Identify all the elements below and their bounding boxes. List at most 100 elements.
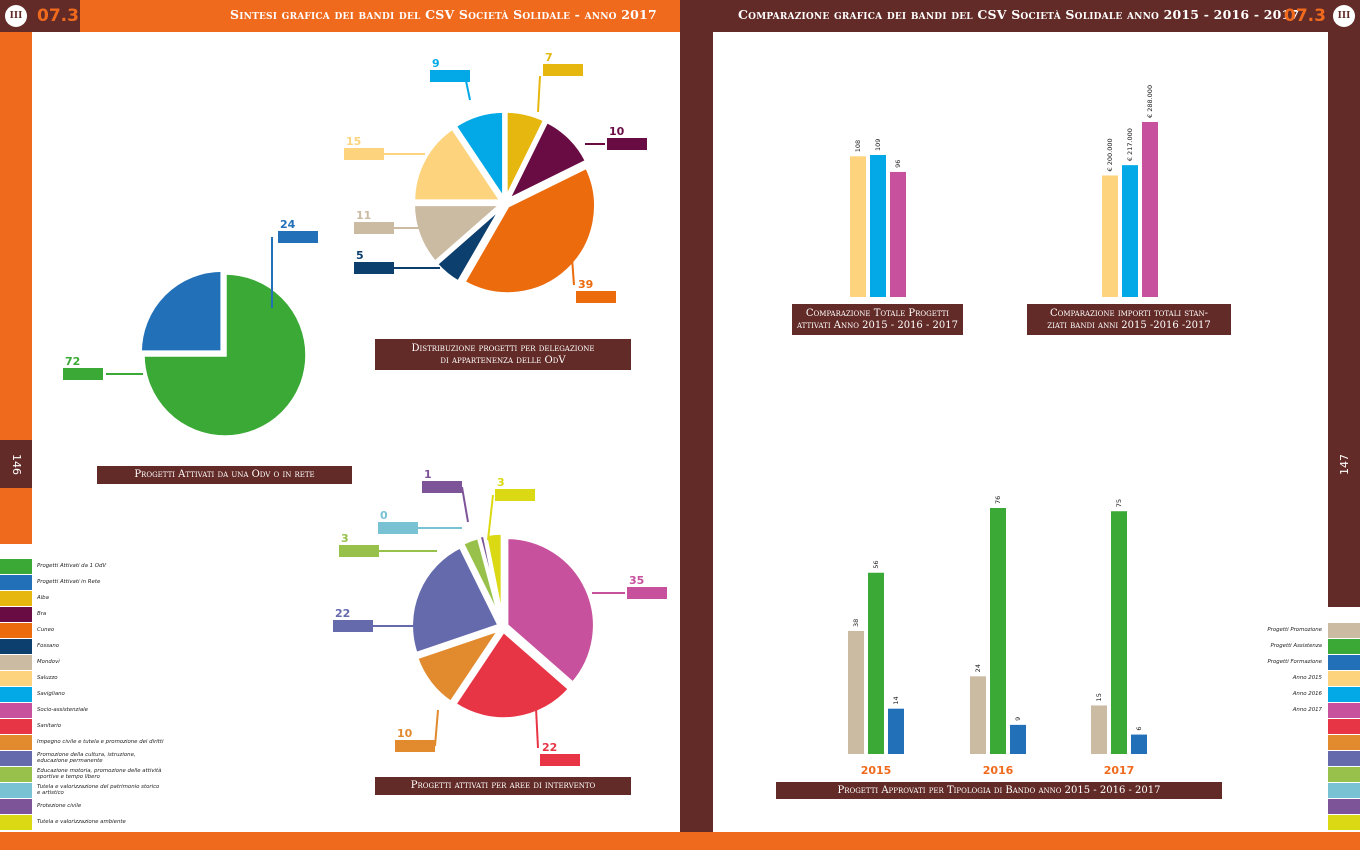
left-section-number: 07.3 (37, 6, 79, 26)
left-legend-label: Alba (37, 595, 49, 601)
right-legend-label: Progetti Promozione (1267, 627, 1322, 633)
bar-importi-value-label-0: € 200.000 (1106, 138, 1114, 171)
left-legend-label: Socio-assistenziale (37, 707, 88, 713)
bar-tipologia-category-label-0: 2015 (861, 764, 892, 777)
pie-aree-label-bar-2 (395, 740, 435, 752)
left-legend-label: Progetti Attivati da 1 OdV (37, 563, 107, 569)
pie-delegazione-label-bar-3 (354, 262, 394, 274)
caption-bar-tipologia-text: Progetti Approvati per Tipologia di Band… (837, 784, 1161, 796)
left-legend-label: Bra (37, 611, 47, 617)
pie-delegazione-value-label-5: 15 (346, 135, 361, 148)
pie-delegazione-label-bar-6 (430, 70, 470, 82)
bar-totale-value-label-1: 109 (874, 139, 882, 151)
left-header-section-box (32, 0, 80, 32)
left-legend-label: Educazione motoria, promozione delle att… (37, 768, 162, 780)
bar-totale-bar-1 (870, 155, 886, 297)
right-legend-swatch (1328, 703, 1360, 718)
pie-odv-slice-0 (141, 271, 309, 439)
pie-aree-leader-6 (461, 486, 469, 523)
bar-tipologia-bar-2-1 (1111, 511, 1127, 754)
right-section-number: 07.3 (1284, 6, 1326, 26)
right-legend-label: Progetti Formazione (1267, 659, 1322, 665)
bar-tipologia-category-label-2: 2017 (1104, 764, 1135, 777)
left-roman-text: III (9, 11, 23, 21)
right-legend-swatch (1328, 671, 1360, 686)
right-legend-swatch (1328, 623, 1360, 638)
pie-aree-leader-7 (487, 494, 494, 541)
right-legend-label: Anno 2015 (1292, 675, 1322, 681)
caption-pie-aree: Progetti attivati per aree di intervento (375, 777, 631, 795)
bar-tipologia-value-label-1-1: 76 (994, 496, 1002, 504)
bar-tipologia-bar-0-2 (888, 708, 904, 754)
pie-aree-label-bar-6 (422, 481, 462, 493)
left-legend-swatch (0, 655, 32, 670)
left-legend-label: Fossano (37, 643, 60, 649)
bar-importi-bar-0 (1102, 175, 1118, 297)
left-legend-label: Tutela e valorizzazione ambiente (37, 819, 126, 825)
right-legend-swatch (1328, 735, 1360, 750)
bar-tipologia-value-label-1-2: 9 (1014, 717, 1022, 721)
caption-bar-importi: Comparazione importi totali stan- ziati … (1027, 304, 1231, 335)
right-page-title: Comparazione grafica dei bandi del CSV S… (738, 7, 1300, 22)
left-legend-label: Progetti Attivati in Rete (37, 579, 101, 585)
left-legend-swatch (0, 639, 32, 654)
left-legend-label: Impegno civile e tutela e promozione dei… (37, 739, 164, 745)
pie-aree-value-label-6: 1 (424, 468, 432, 481)
pie-aree-label-bar-4 (339, 545, 379, 557)
pie-odv-label-bar-1 (278, 231, 318, 243)
right-legend-label: Anno 2017 (1292, 707, 1322, 713)
left-legend-swatch (0, 735, 32, 750)
right-legend-swatch (1328, 767, 1360, 782)
bar-tipologia-bar-0-0 (848, 631, 864, 754)
bar-totale-value-label-2: 96 (894, 160, 902, 168)
bar-tipologia-value-label-0-1: 56 (872, 560, 880, 568)
bar-tipologia-bar-2-2 (1131, 734, 1147, 754)
left-page-number-box (0, 440, 32, 488)
left-legend-label: Sanitario (37, 723, 62, 729)
bar-importi-value-label-1: € 217.000 (1126, 128, 1134, 161)
pie-delegazione-value-label-4: 11 (356, 209, 371, 222)
bar-tipologia-category-label-1: 2016 (983, 764, 1014, 777)
left-legend-swatch (0, 767, 32, 782)
right-legend-swatch (1328, 719, 1360, 734)
left-legend-label: Savigliano (37, 691, 65, 697)
pie-delegazione-leader-0 (537, 75, 541, 113)
left-legend-swatch (0, 751, 32, 766)
caption-bar-importi-text: Comparazione importi totali stan- ziati … (1047, 307, 1211, 331)
caption-pie-odv-text: Progetti Attivati da una Odv o in rete (134, 469, 315, 480)
pie-delegazione-label-bar-2 (576, 291, 616, 303)
caption-pie-delegazione: Distribuzione progetti per delegazione d… (375, 339, 631, 370)
pie-odv-slice-1 (138, 268, 224, 354)
pie-delegazione-value-label-1: 10 (609, 125, 625, 138)
pie-delegazione-slice-2 (461, 164, 598, 296)
bar-importi-value-label-2: € 288.000 (1146, 85, 1154, 118)
left-legend-swatch (0, 687, 32, 702)
left-legend-label: Mondovì (37, 659, 60, 665)
pie-aree-slice-0 (504, 535, 597, 686)
left-page-title: Sintesi grafica dei bandi del CSV Societ… (230, 7, 657, 22)
pie-odv-value-label-0: 72 (65, 355, 80, 368)
right-roman-badge: III (1333, 5, 1355, 27)
pie-delegazione-slice-0 (504, 109, 548, 200)
right-legend-swatch (1328, 655, 1360, 670)
left-legend-swatch (0, 607, 32, 622)
bar-tipologia-value-label-2-0: 15 (1095, 693, 1103, 701)
pie-aree-leader-2 (434, 709, 439, 747)
left-legend-swatch (0, 815, 32, 830)
pie-aree-value-label-1: 22 (542, 741, 557, 754)
caption-bar-tipologia: Progetti Approvati per Tipologia di Band… (776, 782, 1222, 799)
left-legend-label: Tutela e valorizzazione del patrimonio s… (37, 784, 160, 796)
left-legend-swatch (0, 575, 32, 590)
left-legend-swatch (0, 623, 32, 638)
left-legend-swatch (0, 799, 32, 814)
right-header-bar (680, 0, 1360, 32)
center-divider (680, 0, 713, 850)
left-roman-badge: III (5, 5, 27, 27)
bar-tipologia-bar-1-0 (970, 676, 986, 754)
right-side-stripe (1328, 32, 1360, 607)
pie-aree-label-bar-3 (333, 620, 373, 632)
pie-delegazione-label-bar-0 (543, 64, 583, 76)
pie-aree-value-label-0: 35 (629, 574, 644, 587)
caption-pie-aree-text: Progetti attivati per aree di intervento (410, 780, 596, 791)
